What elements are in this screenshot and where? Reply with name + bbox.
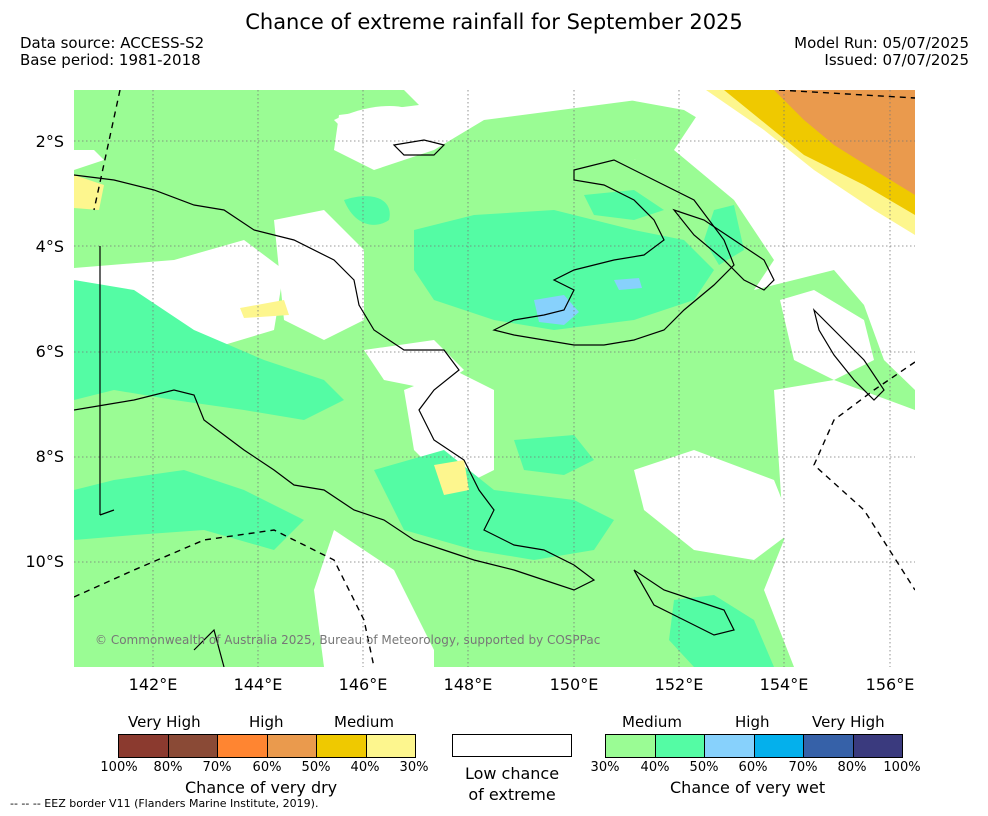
data-source-info: Data source: ACCESS-S2 Base period: 1981… bbox=[20, 35, 204, 69]
wet-40-region bbox=[374, 450, 614, 560]
wet-swatch bbox=[804, 735, 854, 757]
wet-swatch bbox=[655, 735, 705, 757]
wet-40-region bbox=[344, 196, 390, 225]
eez-border-note: -- -- -- EEZ border V11 (Flanders Marine… bbox=[10, 797, 319, 810]
low-chance-region bbox=[364, 340, 464, 390]
low-chance-swatch bbox=[452, 734, 572, 757]
rainfall-map bbox=[74, 90, 915, 667]
dry-50-region bbox=[724, 90, 915, 215]
wet-category-label: Very High bbox=[812, 713, 885, 731]
lat-label: 4°S bbox=[35, 237, 64, 256]
wet-tick: 60% bbox=[738, 760, 768, 775]
issued-text: Issued: 07/07/2025 bbox=[824, 51, 969, 69]
southeast-islands bbox=[633, 569, 735, 636]
wet-tick: 80% bbox=[837, 760, 867, 775]
dry-tick: 30% bbox=[399, 760, 429, 775]
dry-30-region bbox=[434, 460, 469, 495]
wet-40-region bbox=[669, 595, 774, 667]
lon-label: 148°E bbox=[443, 675, 493, 694]
wet-tick: 50% bbox=[689, 760, 719, 775]
lon-label: 156°E bbox=[865, 675, 915, 694]
lat-label: 6°S bbox=[35, 342, 64, 361]
low-chance-region bbox=[314, 530, 434, 667]
low-chance-region bbox=[780, 290, 874, 380]
lon-label: 152°E bbox=[654, 675, 704, 694]
dry-swatch bbox=[218, 735, 268, 757]
wet-tick: 70% bbox=[788, 760, 818, 775]
coastlines bbox=[74, 139, 885, 667]
wet-swatch bbox=[754, 735, 804, 757]
wet-40-region bbox=[704, 205, 744, 265]
bougainville-coast bbox=[812, 308, 885, 401]
wet-tick: 100% bbox=[883, 760, 921, 775]
dry-tick: 100% bbox=[100, 760, 138, 775]
lon-label: 146°E bbox=[338, 675, 388, 694]
dry-tick: 50% bbox=[301, 760, 331, 775]
wet-40-region bbox=[74, 280, 344, 420]
dry-60-region bbox=[774, 90, 915, 195]
lon-label: 144°E bbox=[233, 675, 283, 694]
lat-label: 2°S bbox=[35, 132, 64, 151]
gridlines bbox=[74, 90, 915, 667]
wet-tick: 30% bbox=[590, 760, 620, 775]
wet-tick: 40% bbox=[640, 760, 670, 775]
wet-40-region bbox=[514, 435, 594, 475]
low-chance-region bbox=[274, 210, 364, 340]
model-run-text: Model Run: 05/07/2025 bbox=[794, 34, 969, 52]
new-ireland-coast bbox=[672, 208, 775, 291]
low-chance-label-1: Low chance bbox=[464, 764, 560, 783]
model-run-info: Model Run: 05/07/2025 Issued: 07/07/2025 bbox=[794, 35, 969, 69]
lat-label: 10°S bbox=[25, 552, 64, 571]
data-source-text: Data source: ACCESS-S2 bbox=[20, 34, 205, 52]
manus-coast bbox=[392, 139, 446, 156]
low-chance-region bbox=[634, 450, 794, 560]
dry-tick: 40% bbox=[350, 760, 380, 775]
dry-category-label: High bbox=[249, 713, 284, 731]
dry-30-region bbox=[706, 90, 915, 235]
lon-label: 150°E bbox=[549, 675, 599, 694]
lon-label: 142°E bbox=[128, 675, 178, 694]
low-chance-label-2: of extreme bbox=[468, 785, 556, 804]
dry-caption: Chance of very dry bbox=[185, 778, 338, 797]
dry-swatch bbox=[317, 735, 367, 757]
wet-caption: Chance of very wet bbox=[670, 778, 826, 797]
dry-tick: 60% bbox=[252, 760, 282, 775]
wet-category-label: Medium bbox=[622, 713, 682, 731]
wet-swatch bbox=[853, 735, 902, 757]
dry-tick: 80% bbox=[153, 760, 183, 775]
low-chance-region bbox=[334, 105, 419, 139]
low-chance-region bbox=[74, 240, 284, 345]
new-britain-coast bbox=[492, 159, 735, 346]
wet-40-region bbox=[74, 470, 304, 550]
dry-swatch bbox=[366, 735, 415, 757]
low-chance-region bbox=[74, 150, 104, 170]
dry-swatch bbox=[267, 735, 317, 757]
dry-swatch bbox=[119, 735, 169, 757]
wet-40-region bbox=[584, 190, 664, 220]
wet-swatch bbox=[606, 735, 656, 757]
wet-color-bar bbox=[605, 734, 903, 758]
dry-swatch bbox=[168, 735, 218, 757]
dry-category-label: Very High bbox=[128, 713, 201, 731]
new-guinea-coast bbox=[74, 174, 596, 591]
wet-swatch bbox=[705, 735, 755, 757]
png-border bbox=[99, 246, 115, 516]
dry-tick: 70% bbox=[202, 760, 232, 775]
map-title: Chance of extreme rainfall for September… bbox=[245, 10, 743, 34]
base-period-text: Base period: 1981-2018 bbox=[20, 51, 201, 69]
dry-color-bar bbox=[118, 734, 416, 758]
copyright-notice: © Commonwealth of Australia 2025, Bureau… bbox=[95, 633, 601, 647]
wet-40-region bbox=[414, 210, 714, 330]
australia-coast bbox=[193, 628, 225, 667]
wet-category-label: High bbox=[735, 713, 770, 731]
dry-30-region bbox=[240, 300, 289, 318]
low-chance-region bbox=[764, 380, 915, 667]
lat-label: 8°S bbox=[35, 447, 64, 466]
dry-category-label: Medium bbox=[334, 713, 394, 731]
wet-50-region bbox=[614, 278, 642, 290]
eez-borders bbox=[74, 90, 915, 667]
lon-label: 154°E bbox=[759, 675, 809, 694]
